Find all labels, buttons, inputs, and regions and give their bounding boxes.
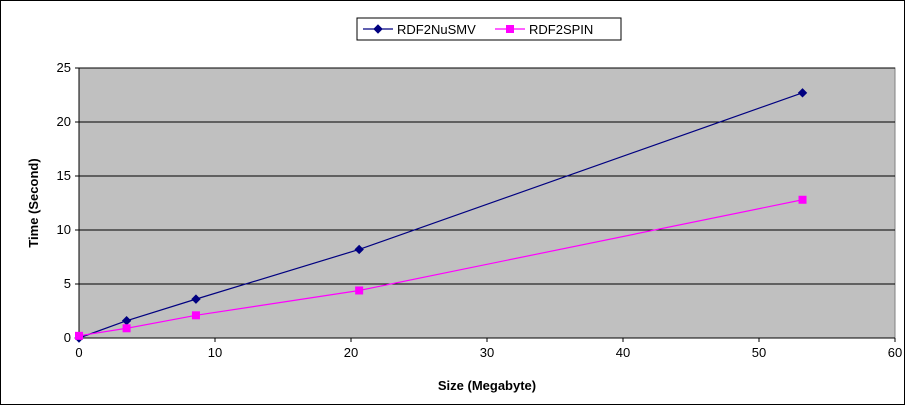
y-tick-label: 10 bbox=[57, 222, 71, 237]
data-point-rdf2spin bbox=[355, 286, 364, 295]
legend-marker bbox=[506, 25, 514, 33]
x-tick-label: 20 bbox=[344, 345, 358, 360]
series-rdf2spin bbox=[75, 195, 807, 340]
y-axis-ticks: 0 5 10 15 20 25 bbox=[57, 60, 79, 345]
data-point-rdf2spin bbox=[75, 331, 83, 340]
x-tick-label: 60 bbox=[888, 345, 902, 360]
y-tick-label: 20 bbox=[57, 114, 71, 129]
y-tick-label: 25 bbox=[57, 60, 71, 75]
y-tick-label: 5 bbox=[64, 276, 71, 291]
y-tick-label: 15 bbox=[57, 168, 71, 183]
data-point-rdf2nusmv bbox=[191, 294, 201, 304]
data-point-rdf2spin bbox=[798, 195, 807, 204]
legend-item-rdf2spin: RDF2SPIN bbox=[495, 22, 593, 37]
legend: RDF2NuSMV RDF2SPIN bbox=[356, 17, 622, 41]
x-axis-title: Size (Megabyte) bbox=[438, 378, 536, 393]
series-layer bbox=[74, 88, 808, 343]
x-tick-label: 40 bbox=[616, 345, 630, 360]
data-point-rdf2nusmv bbox=[797, 88, 808, 98]
data-point-rdf2nusmv bbox=[354, 244, 364, 255]
gridlines bbox=[79, 67, 895, 285]
x-tick-label: 10 bbox=[208, 345, 222, 360]
legend-label: RDF2SPIN bbox=[529, 22, 593, 37]
x-tick-label: 30 bbox=[480, 345, 494, 360]
x-axis-ticks: 0 10 20 30 40 50 60 bbox=[75, 338, 902, 360]
legend-marker bbox=[373, 24, 383, 34]
legend-item-rdf2nusmv: RDF2NuSMV bbox=[363, 22, 476, 37]
y-axis-title: Time (Second) bbox=[26, 158, 41, 247]
data-point-rdf2spin bbox=[191, 311, 200, 320]
y-tick-label: 0 bbox=[64, 330, 71, 345]
legend-label: RDF2NuSMV bbox=[397, 22, 476, 37]
x-tick-label: 0 bbox=[75, 345, 82, 360]
x-tick-label: 50 bbox=[752, 345, 766, 360]
data-point-rdf2spin bbox=[122, 324, 131, 333]
legend-box bbox=[356, 17, 622, 41]
